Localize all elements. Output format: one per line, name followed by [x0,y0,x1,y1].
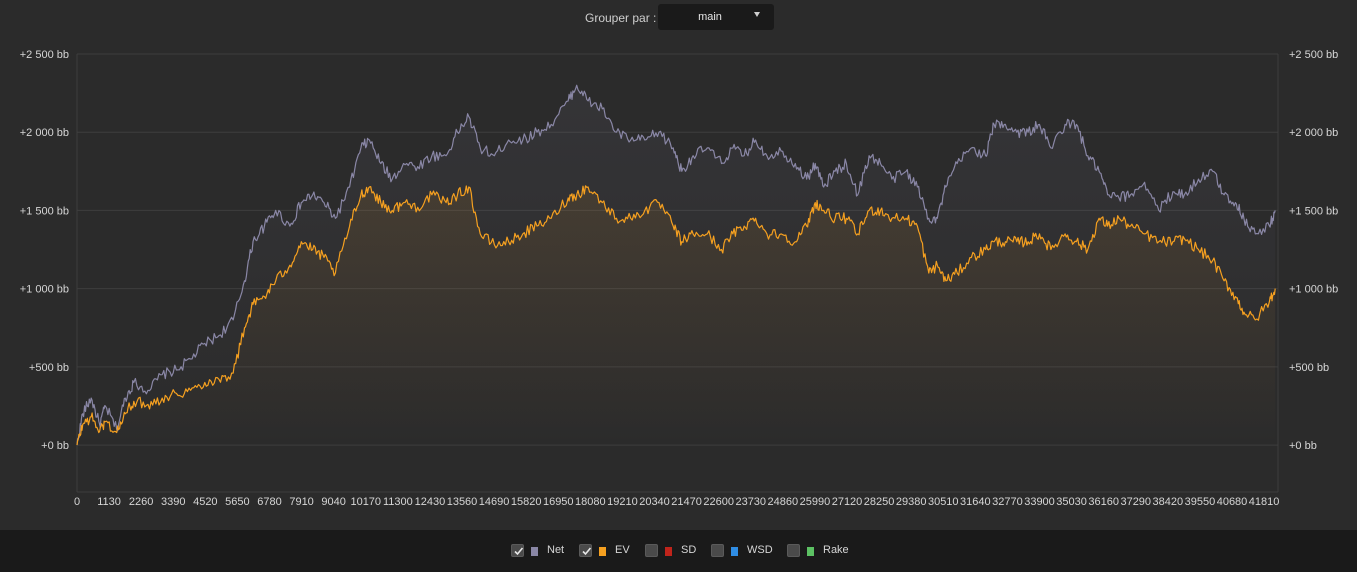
x-tick-label: 0 [74,496,80,508]
x-axis: 0 1130 2260 3390 4520 5650 6780 7910 9040 10170 11… [74,496,1279,508]
x-tick-label: 7910 [289,496,313,508]
x-tick-label: 3390 [161,496,185,508]
x-tick-label: 27120 [832,496,863,508]
series-areas [77,85,1276,446]
series-area-ev [77,185,1276,446]
x-tick-label: 35030 [1056,496,1087,508]
y-tick-label-left: +500 bb [29,362,69,374]
series-line-ev [76,185,1276,446]
x-tick-label: 16950 [543,496,574,508]
y-tick-label-right: +2 000 bb [1289,127,1338,139]
x-tick-label: 5650 [225,496,249,508]
chevron-down-icon [754,12,760,17]
x-tick-label: 9040 [321,496,345,508]
checkbox-icon[interactable] [579,544,592,557]
x-tick-label: 10170 [350,496,381,508]
group-by-label: Grouper par : [585,11,657,25]
checkbox-icon[interactable] [787,544,800,557]
y-tick-label-right: +500 bb [1289,362,1329,374]
legend-label: Rake [823,544,849,556]
x-tick-label: 38420 [1153,496,1184,508]
x-tick-label: 11300 [383,496,413,508]
x-tick-label: 41810 [1249,496,1280,508]
x-tick-label: 22600 [703,496,734,508]
legend-swatch [599,547,606,556]
y-tick-label-right: +0 bb [1289,440,1317,452]
x-tick-label: 23730 [735,496,766,508]
x-tick-label: 15820 [511,496,542,508]
x-tick-label: 2260 [129,496,153,508]
x-tick-label: 14690 [479,496,510,508]
y-tick-label-left: +2 000 bb [20,127,69,139]
y-tick-label-left: +1 000 bb [20,284,69,296]
legend-label: WSD [747,544,773,556]
legend-label: EV [615,544,630,556]
x-tick-label: 40680 [1217,496,1248,508]
x-tick-label: 29380 [896,496,927,508]
x-tick-label: 21470 [671,496,702,508]
x-tick-label: 31640 [960,496,991,508]
legend-swatch [807,547,814,556]
x-tick-label: 33900 [1024,496,1055,508]
chart: +0 bb +500 bb +1 000 bb +1 500 bb +2 000 bb +… [20,49,1339,508]
x-tick-label: 6780 [257,496,281,508]
x-tick-label: 37290 [1120,496,1151,508]
legend-swatch [531,547,538,556]
y-tick-label-right: +1 000 bb [1289,284,1338,296]
y-axis-left: +0 bb +500 bb +1 000 bb +1 500 bb +2 000 bb +… [20,49,69,452]
y-tick-label-right: +2 500 bb [1289,49,1338,61]
x-tick-label: 19210 [607,496,638,508]
legend-label: Net [547,544,565,556]
group-by-dropdown[interactable]: main [658,4,774,30]
x-tick-label: 24860 [768,496,799,508]
x-tick-label: 12430 [415,496,446,508]
y-tick-label-left: +2 500 bb [20,49,69,61]
legend: Net EV SD WSD Rake [0,530,1357,572]
x-tick-label: 25990 [800,496,831,508]
x-tick-label: 1130 [97,496,121,508]
checkbox-icon[interactable] [511,544,524,557]
x-tick-label: 20340 [639,496,670,508]
x-tick-label: 39550 [1185,496,1216,508]
y-axis-right: +0 bb +500 bb +1 000 bb +1 500 bb +2 000 bb +… [1289,49,1338,452]
group-by-value: main [698,11,722,23]
x-tick-label: 30510 [928,496,959,508]
x-tick-label: 28250 [864,496,895,508]
legend-swatch [731,547,738,556]
toolbar: Grouper par : main [0,0,1357,36]
series-line-net [76,84,1276,446]
x-tick-label: 13560 [447,496,478,508]
x-tick-label: 32770 [992,496,1023,508]
x-tick-label: 36160 [1088,496,1119,508]
legend-swatch [665,547,672,556]
x-tick-label: 18080 [575,496,606,508]
y-tick-label-left: +1 500 bb [20,205,69,217]
checkbox-icon[interactable] [711,544,724,557]
legend-label: SD [681,544,697,556]
x-tick-label: 4520 [193,496,217,508]
y-tick-label-right: +1 500 bb [1289,205,1338,217]
y-tick-label-left: +0 bb [41,440,69,452]
checkbox-icon[interactable] [645,544,658,557]
series-lines [76,84,1276,446]
